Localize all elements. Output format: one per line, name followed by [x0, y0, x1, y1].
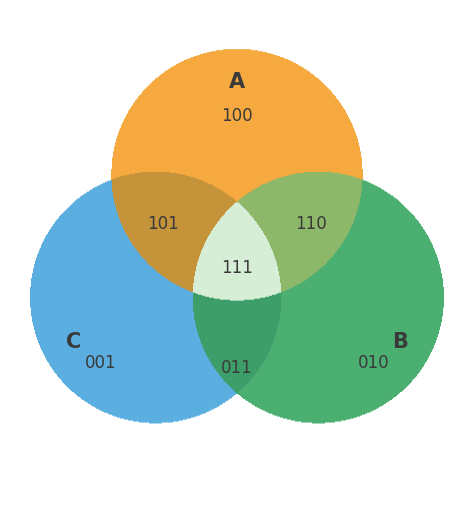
Text: 110: 110	[295, 215, 327, 233]
Text: 011: 011	[221, 359, 253, 377]
Text: C: C	[66, 332, 82, 352]
Text: B: B	[392, 332, 408, 352]
Text: 111: 111	[221, 260, 253, 278]
Text: A: A	[229, 72, 245, 92]
Text: 101: 101	[147, 215, 179, 233]
Text: 010: 010	[357, 354, 389, 372]
Text: 100: 100	[221, 107, 253, 125]
Text: 001: 001	[85, 354, 117, 372]
